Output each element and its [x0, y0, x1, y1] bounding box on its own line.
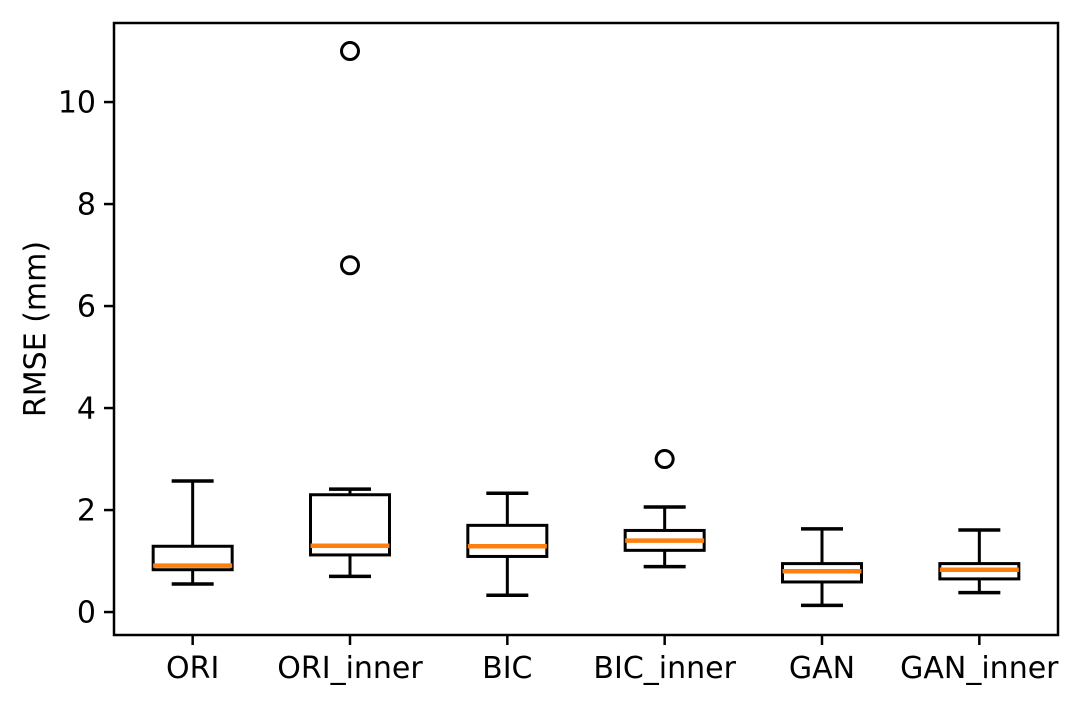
x-tick-label: ORI [166, 651, 219, 686]
box-BIC [466, 523, 549, 558]
outlier-marker [340, 255, 360, 276]
outlier-marker [654, 449, 675, 470]
y-tick-label: 2 [77, 494, 96, 529]
x-tick-label: BIC_inner [593, 651, 736, 686]
y-tick-label: 4 [77, 392, 96, 427]
plot-frame [112, 21, 1060, 637]
y-tick-label: 6 [77, 290, 96, 325]
x-tick-label: GAN_inner [900, 651, 1059, 686]
y-axis-label: RMSE (mm) [18, 240, 54, 418]
x-tick-label: ORI_inner [277, 651, 423, 686]
y-tick-label: 10 [58, 86, 96, 121]
x-tick-label: BIC [482, 651, 532, 686]
outlier-marker [340, 41, 360, 62]
y-tick-label: 0 [77, 596, 96, 631]
x-tick-label: GAN [789, 651, 855, 686]
y-tick-label: 8 [77, 188, 96, 223]
